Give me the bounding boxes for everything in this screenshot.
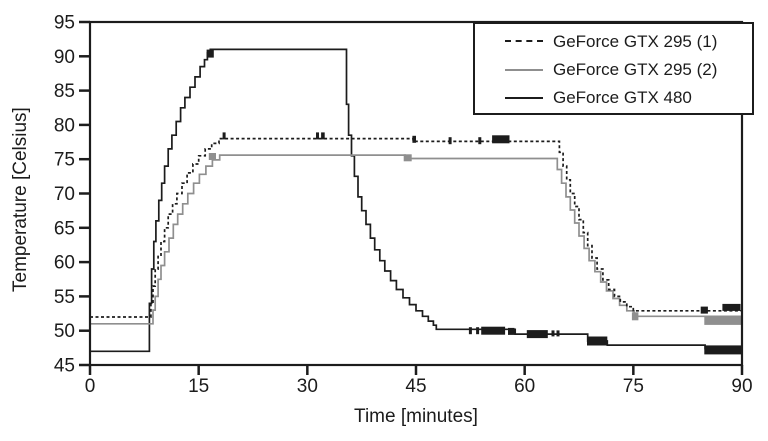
- y-tick-label: 50: [54, 321, 75, 342]
- x-tick-label: 45: [405, 376, 426, 397]
- legend-line-sample-gray-icon: [505, 68, 543, 71]
- series-markers-geforce-gtx-295-2: [208, 153, 742, 325]
- legend-item: GeForce GTX 295 (1): [505, 28, 752, 54]
- y-tick-label: 75: [54, 150, 75, 171]
- data-marker: [551, 330, 555, 337]
- series-markers-geforce-gtx-295-1: [222, 132, 741, 314]
- data-marker: [206, 49, 214, 58]
- data-marker: [403, 154, 412, 162]
- legend-item: GeForce GTX 295 (2): [505, 57, 752, 83]
- data-marker: [481, 326, 506, 335]
- data-marker: [476, 327, 480, 335]
- y-axis-title: Temperature [Celsius]: [10, 107, 31, 292]
- x-tick-label: 90: [731, 376, 752, 397]
- data-marker: [700, 306, 708, 314]
- data-marker: [412, 135, 416, 143]
- data-marker: [508, 327, 515, 335]
- data-marker: [316, 132, 319, 140]
- y-tick-label: 60: [54, 253, 75, 274]
- x-tick-label: 60: [514, 376, 535, 397]
- data-marker: [526, 330, 548, 339]
- y-tick-label: 70: [54, 184, 75, 205]
- data-marker: [704, 315, 742, 325]
- series-markers-geforce-gtx-480: [206, 49, 742, 355]
- legend-label: GeForce GTX 295 (2): [553, 60, 718, 79]
- x-tick-label: 75: [623, 376, 644, 397]
- legend-line-sample-black-icon: [505, 96, 543, 99]
- data-marker: [321, 132, 325, 140]
- data-marker: [722, 303, 741, 311]
- plot-frame: [88, 20, 744, 367]
- data-marker: [478, 137, 482, 145]
- y-tick-label: 90: [54, 47, 75, 68]
- y-tick-label: 55: [54, 287, 75, 308]
- x-tick-label: 30: [297, 376, 318, 397]
- data-marker: [631, 312, 639, 321]
- legend: GeForce GTX 295 (1) GeForce GTX 295 (2) …: [473, 22, 754, 115]
- y-tick-label: 95: [54, 13, 75, 34]
- data-marker: [556, 330, 560, 337]
- data-marker: [468, 327, 472, 335]
- x-axis-title: Time [minutes]: [354, 406, 478, 427]
- data-marker: [704, 345, 742, 355]
- x-tick-label: 0: [85, 376, 96, 397]
- y-tick-label: 65: [54, 218, 75, 239]
- y-tick-label: 80: [54, 115, 75, 136]
- legend-item: GeForce GTX 480: [505, 85, 752, 111]
- data-marker: [492, 135, 510, 144]
- y-tick-label: 45: [54, 356, 75, 377]
- legend-line-sample-dashed-icon: [505, 40, 543, 43]
- x-tick-label: 15: [188, 376, 209, 397]
- data-marker: [448, 137, 452, 145]
- legend-label: GeForce GTX 480: [553, 88, 692, 108]
- data-marker: [208, 153, 216, 160]
- data-marker: [222, 132, 226, 140]
- series-line-geforce-gtx-295-1: [90, 137, 742, 318]
- legend-label: GeForce GTX 295 (1): [553, 31, 718, 51]
- data-marker: [587, 336, 608, 346]
- y-tick-label: 85: [54, 81, 75, 102]
